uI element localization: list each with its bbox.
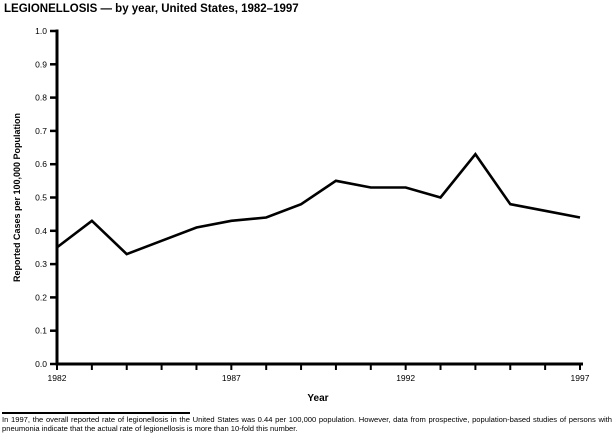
y-tick-label: 0.5 xyxy=(35,193,47,203)
y-tick-label: 0.2 xyxy=(35,292,47,302)
footnote-rule xyxy=(2,412,190,414)
x-axis-title: Year xyxy=(307,393,328,404)
y-tick-label: 0.4 xyxy=(35,226,47,236)
y-tick-label: 0.6 xyxy=(35,159,47,169)
chart-svg: 0.0 0.1 0.2 0.3 0.4 0.5 0.6 0.7 0.8 0.9 1.0 1982 198… xyxy=(12,26,590,404)
chart-generated: 0.0 0.1 0.2 0.3 0.4 0.5 0.6 0.7 0.8 0.9 1.0 1982 198… xyxy=(35,26,590,383)
y-tick-label: 0.0 xyxy=(35,359,47,369)
y-tick-label: 0.9 xyxy=(35,59,47,69)
y-tick-label: 0.3 xyxy=(35,259,47,269)
y-axis-title: Reported Cases per 100,000 Population xyxy=(12,113,22,282)
y-tick-label: 0.7 xyxy=(35,126,47,136)
data-line xyxy=(56,152,581,256)
x-tick-label: 1992 xyxy=(396,373,415,383)
y-tick-label: 1.0 xyxy=(35,26,47,36)
y-tick-label: 0.8 xyxy=(35,93,47,103)
x-tick-label: 1982 xyxy=(48,373,67,383)
x-tick-label: 1987 xyxy=(222,373,241,383)
chart-title: LEGIONELLOSIS — by year, United States, … xyxy=(4,3,299,15)
y-tick-label: 0.1 xyxy=(35,326,47,336)
x-tick-label: 1997 xyxy=(571,373,590,383)
footnote: In 1997, the overall reported rate of le… xyxy=(2,415,612,433)
